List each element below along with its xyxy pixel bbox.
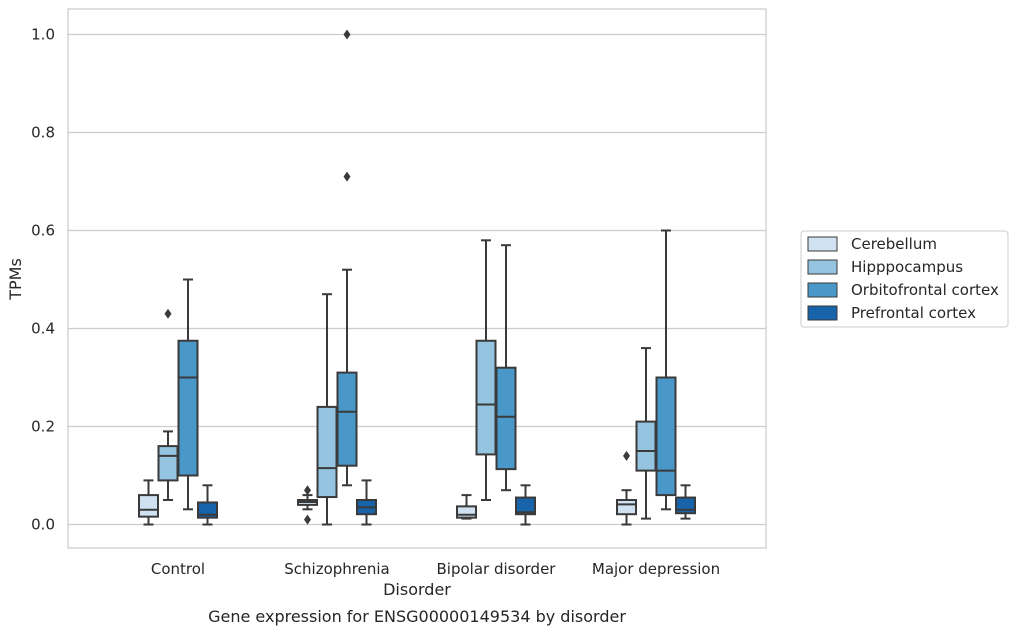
legend-label: Hipppocampus (851, 258, 963, 276)
box-rect (138, 494, 159, 518)
box-rect (616, 499, 637, 516)
box-rect (157, 445, 179, 482)
box-rect (475, 339, 497, 456)
box-rect (336, 371, 358, 467)
x-tick-label: Bipolar disorder (437, 560, 557, 578)
y-tick-label: 0.2 (31, 418, 55, 436)
legend-label: Cerebellum (851, 235, 937, 253)
legend-entries: Cerebellum Hipppocampus Orbitofrontal cort… (807, 235, 999, 322)
x-tick-label: Schizophrenia (284, 560, 389, 578)
legend: Cerebellum Hipppocampus Orbitofrontal cort… (800, 230, 1009, 328)
box-item (177, 278, 199, 511)
box-outlier (343, 171, 351, 182)
box-item (655, 229, 677, 511)
box-outlier (623, 450, 630, 461)
plot-frame (67, 8, 767, 549)
legend-swatch (807, 259, 838, 275)
box-item (197, 484, 218, 526)
series-group (138, 450, 637, 526)
legend-swatch (807, 236, 838, 252)
box-item (675, 484, 696, 520)
x-axis-label: Disorder (383, 580, 451, 599)
box-item (475, 239, 497, 501)
legend-swatch (807, 282, 838, 298)
box-outlier (343, 29, 351, 40)
legend-frame (800, 230, 1009, 328)
box-outlier (304, 514, 311, 525)
box-item (635, 347, 657, 520)
box-item (515, 484, 536, 526)
box-rect (655, 376, 677, 497)
legend-swatch (807, 305, 838, 321)
series-group (197, 479, 696, 526)
box-item (356, 479, 377, 526)
x-tick-label: Major depression (592, 560, 720, 578)
box-item (336, 29, 358, 487)
series-group (157, 239, 657, 526)
box-item (495, 244, 517, 492)
y-axis-label: TPMs (6, 258, 25, 301)
box-outlier (164, 308, 172, 319)
y-tick-label: 1.0 (31, 26, 55, 44)
box-rect (515, 496, 536, 516)
box-rect (635, 420, 657, 472)
box-rect (495, 366, 517, 471)
box-rect (456, 505, 477, 519)
box-item (616, 450, 637, 526)
y-tick-label: 0.0 (31, 516, 55, 534)
box-item (157, 308, 179, 501)
x-tick-label: Control (151, 560, 205, 578)
chart-caption: Gene expression for ENSG00000149534 by d… (208, 607, 626, 626)
legend-label: Orbitofrontal cortex (851, 281, 999, 299)
box-series (138, 29, 696, 526)
box-rect (177, 339, 199, 477)
box-rect (675, 496, 696, 515)
box-rect (316, 405, 338, 499)
box-item (456, 494, 477, 520)
box-item (297, 485, 318, 525)
y-tick-labels: 0.0 0.2 0.4 0.6 0.8 1.0 (31, 26, 55, 534)
y-tick-label: 0.6 (31, 222, 55, 240)
legend-label: Prefrontal cortex (851, 304, 976, 322)
x-tick-labels: Control Schizophrenia Bipolar disorder Majo… (151, 560, 720, 578)
y-tick-label: 0.4 (31, 320, 55, 338)
y-tick-label: 0.8 (31, 124, 55, 142)
box-outlier (304, 485, 311, 496)
series-group (177, 29, 677, 511)
box-item (138, 479, 159, 526)
